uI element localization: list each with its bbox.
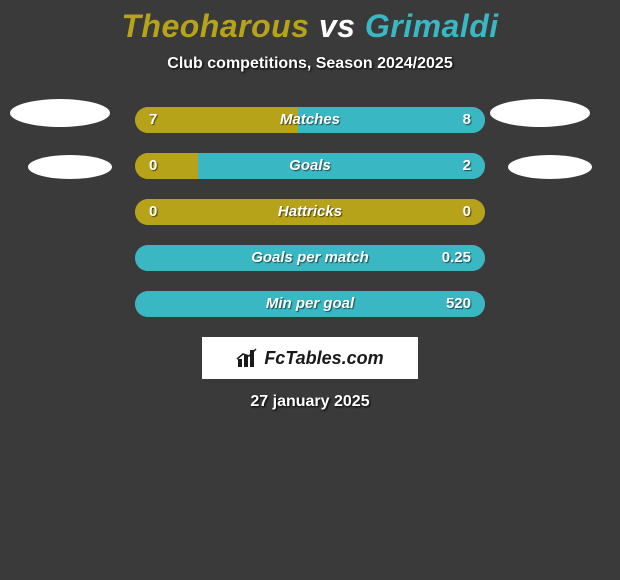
stat-row: 78Matches [135,107,485,133]
chart-area: 78Matches 02Goals 00Hattricks 0.25Goals per… [0,107,620,317]
vs-text: vs [309,8,364,44]
stat-row: 02Goals [135,153,485,179]
player1-name: Theoharous [121,8,309,44]
branding-text: FcTables.com [264,348,383,369]
stat-label: Goals per match [135,245,485,271]
bars-icon [236,347,258,369]
right-avatar-shape [490,99,590,127]
stat-label: Matches [135,107,485,133]
left-avatar-shape [28,155,112,179]
right-avatar-shape [508,155,592,179]
stat-label: Hattricks [135,199,485,225]
comparison-card: Theoharous vs Grimaldi Club competitions… [0,0,620,411]
player2-name: Grimaldi [365,8,499,44]
title: Theoharous vs Grimaldi [0,8,620,45]
stat-row: 0.25Goals per match [135,245,485,271]
stat-row: 00Hattricks [135,199,485,225]
left-avatar-shape [10,99,110,127]
stat-label: Min per goal [135,291,485,317]
stat-label: Goals [135,153,485,179]
branding-box: FcTables.com [202,337,418,379]
stat-row: 520Min per goal [135,291,485,317]
stat-rows: 78Matches 02Goals 00Hattricks 0.25Goals per… [135,107,485,317]
subtitle: Club competitions, Season 2024/2025 [0,55,620,73]
footer-date: 27 january 2025 [0,393,620,411]
